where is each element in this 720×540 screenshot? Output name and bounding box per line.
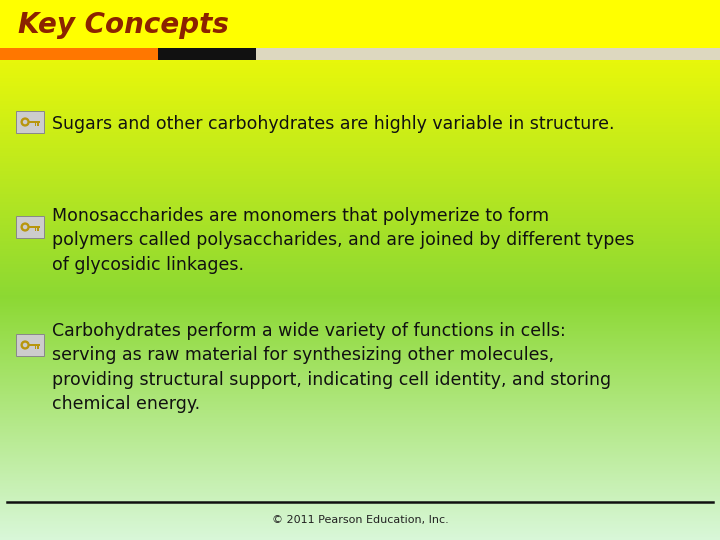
Circle shape	[21, 118, 29, 126]
FancyBboxPatch shape	[37, 346, 39, 349]
Circle shape	[21, 223, 29, 231]
FancyBboxPatch shape	[35, 228, 36, 231]
FancyBboxPatch shape	[0, 0, 720, 50]
Text: Monosaccharides are monomers that polymerize to form
polymers called polysacchar: Monosaccharides are monomers that polyme…	[52, 207, 634, 274]
FancyBboxPatch shape	[17, 111, 44, 133]
FancyBboxPatch shape	[28, 226, 40, 228]
Text: © 2011 Pearson Education, Inc.: © 2011 Pearson Education, Inc.	[271, 515, 449, 525]
Circle shape	[24, 120, 27, 124]
Text: Key Concepts: Key Concepts	[18, 11, 229, 39]
FancyBboxPatch shape	[17, 334, 44, 356]
Circle shape	[24, 343, 27, 347]
FancyBboxPatch shape	[28, 121, 40, 123]
FancyBboxPatch shape	[256, 48, 720, 60]
Circle shape	[24, 225, 27, 228]
FancyBboxPatch shape	[37, 228, 39, 231]
FancyBboxPatch shape	[0, 48, 158, 60]
Text: Carbohydrates perform a wide variety of functions in cells:
serving as raw mater: Carbohydrates perform a wide variety of …	[52, 322, 611, 413]
FancyBboxPatch shape	[28, 344, 40, 346]
FancyBboxPatch shape	[35, 123, 36, 126]
FancyBboxPatch shape	[158, 48, 256, 60]
FancyBboxPatch shape	[17, 216, 44, 238]
FancyBboxPatch shape	[35, 346, 36, 349]
Text: Sugars and other carbohydrates are highly variable in structure.: Sugars and other carbohydrates are highl…	[52, 115, 614, 133]
FancyBboxPatch shape	[37, 123, 39, 126]
Circle shape	[21, 341, 29, 349]
